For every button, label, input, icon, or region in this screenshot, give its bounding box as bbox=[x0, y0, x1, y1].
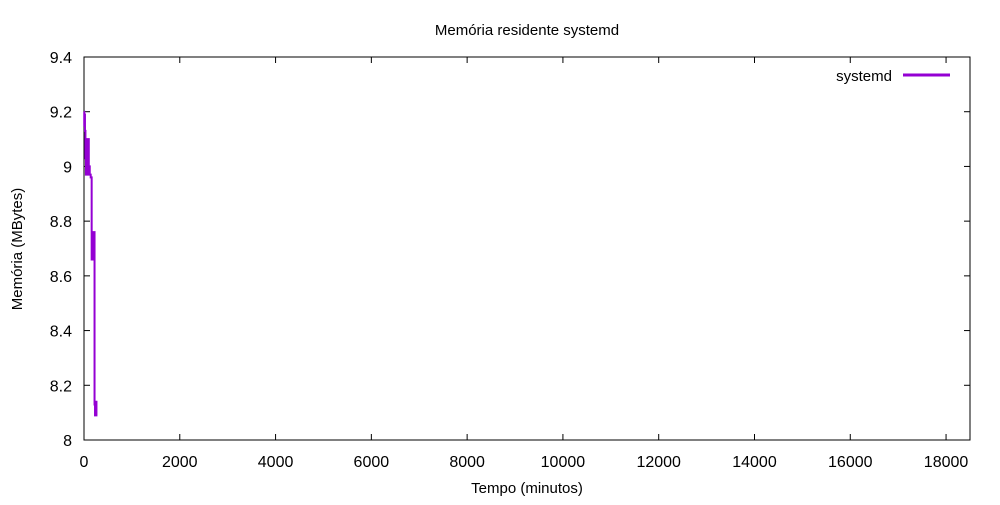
series-group bbox=[83, 110, 98, 417]
y-tick-label: 8 bbox=[63, 433, 72, 450]
x-tick-label: 16000 bbox=[828, 454, 873, 471]
x-tick-label: 2000 bbox=[162, 454, 198, 471]
y-tick-label: 8.8 bbox=[50, 214, 72, 231]
y-tick-label: 9 bbox=[63, 159, 72, 176]
x-tick-label: 0 bbox=[80, 454, 89, 471]
series-line-systemd bbox=[83, 110, 98, 417]
x-axis-title: Tempo (minutos) bbox=[471, 480, 583, 497]
legend: systemd bbox=[836, 68, 950, 85]
x-tick-label: 6000 bbox=[354, 454, 390, 471]
chart-title: Memória residente systemd bbox=[435, 22, 619, 39]
x-axis: 0 2000 4000 6000 8000 10000 12000 14000 16000 180… bbox=[80, 57, 969, 471]
x-tick-label: 10000 bbox=[541, 454, 586, 471]
y-tick-label: 8.6 bbox=[50, 269, 72, 286]
legend-label-systemd: systemd bbox=[836, 68, 892, 85]
plot-border bbox=[83, 56, 971, 441]
y-tick-label: 8.2 bbox=[50, 378, 72, 395]
plot-frame bbox=[83, 56, 971, 441]
x-tick-label: 18000 bbox=[924, 454, 969, 471]
y-axis-title: Memória (MBytes) bbox=[9, 188, 26, 311]
x-tick-label: 4000 bbox=[258, 454, 294, 471]
y-tick-label: 8.4 bbox=[50, 324, 72, 341]
y-axis: 8 8.2 8.4 8.6 8.8 9 9.2 9.4 bbox=[50, 50, 970, 450]
x-tick-label: 12000 bbox=[636, 454, 681, 471]
y-tick-label: 9.2 bbox=[50, 105, 72, 122]
x-tick-label: 14000 bbox=[732, 454, 777, 471]
x-tick-label: 8000 bbox=[449, 454, 485, 471]
y-tick-label: 9.4 bbox=[50, 50, 72, 67]
